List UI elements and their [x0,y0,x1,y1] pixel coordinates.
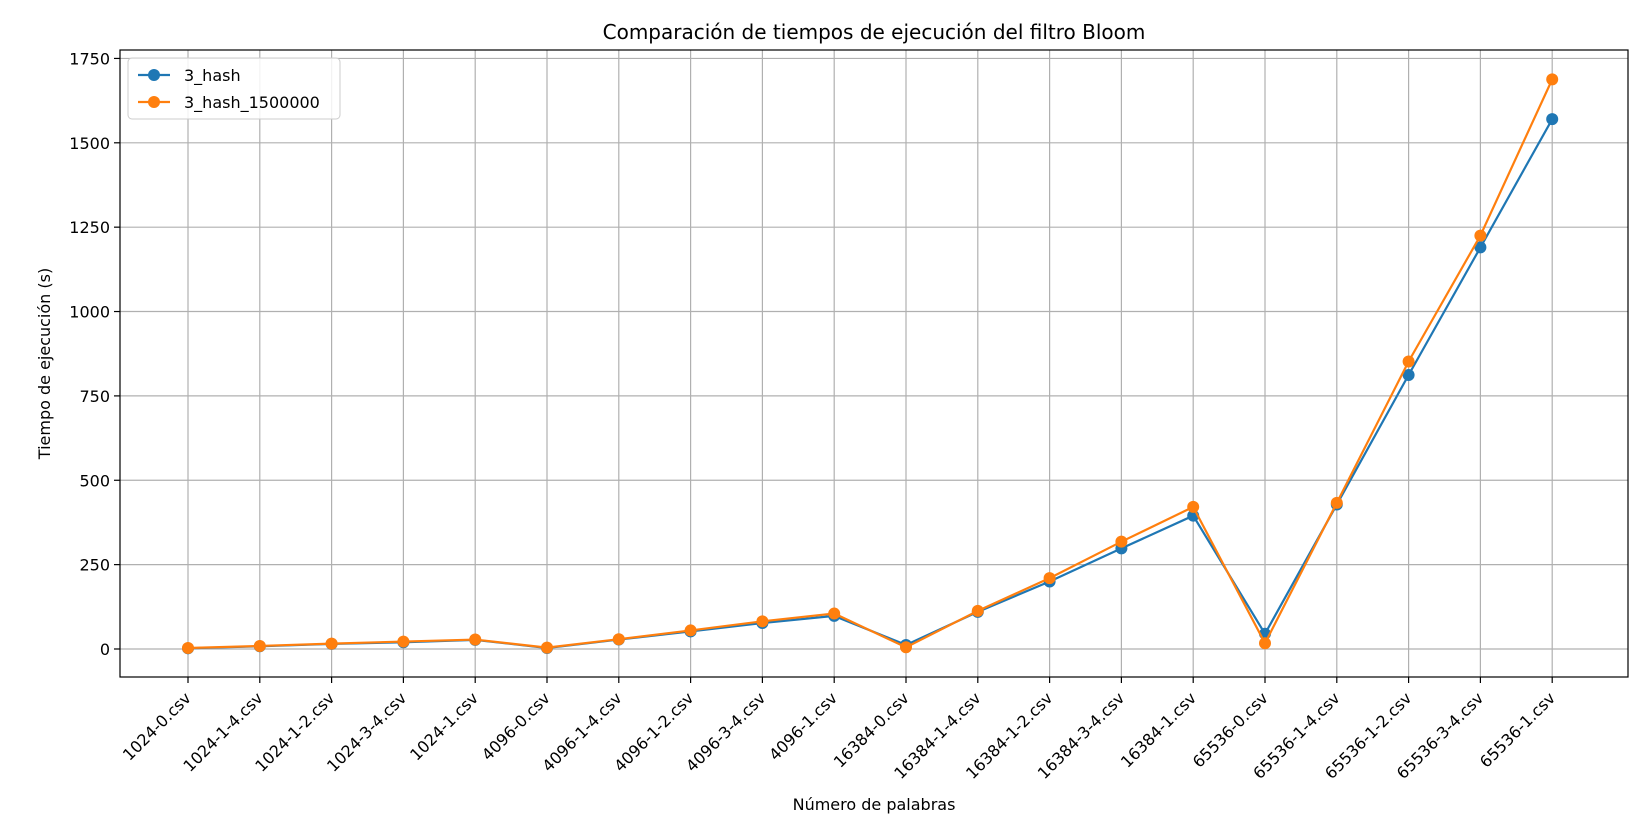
y-tick-label: 1250 [69,218,110,237]
x-tick-label: 4096-0.csv [478,688,554,764]
data-point-3_hash [1402,368,1415,381]
series-line-3_hash_1500000 [187,78,1554,650]
data-point-3_hash_1500000 [1546,73,1559,86]
data-point-3_hash_1500000 [1115,535,1128,548]
x-axis: 1024-0.csv1024-1-4.csv1024-1-2.csv1024-3… [119,677,1559,783]
series-line-3_hash [187,118,1554,650]
data-point-3_hash_1500000 [756,615,769,628]
data-point-3_hash_1500000 [1330,496,1343,509]
data-point-3_hash_1500000 [1043,572,1056,585]
data-point-3_hash [1474,241,1487,254]
plot-frame [119,49,1629,678]
data-point-3_hash_1500000 [828,607,841,620]
y-tick-label: 250 [79,556,110,575]
legend-label: 3_hash [184,66,241,86]
legend-label: 3_hash_1500000 [184,93,320,113]
data-point-3_hash [1546,113,1559,126]
x-tick-label: 65536-1.csv [1476,688,1559,771]
data-point-3_hash_1500000 [684,624,697,637]
data-point-3_hash_1500000 [325,637,338,650]
y-tick-label: 750 [79,387,110,406]
data-point-3_hash_1500000 [182,641,194,654]
y-tick-label: 1500 [69,134,110,153]
chart-title: Comparación de tiempos de ejecución del … [603,20,1146,44]
y-axis-label: Tiempo de ejecución (s) [35,268,54,460]
data-point-3_hash_1500000 [1402,355,1415,368]
data-point-3_hash_1500000 [253,639,266,652]
x-tick-label: 1024-0.csv [119,688,195,764]
grid [120,50,1628,677]
x-axis-label: Número de palabras [793,795,956,814]
data-point-3_hash_1500000 [612,633,625,646]
y-tick-label: 1750 [69,49,110,68]
legend-marker [148,96,160,108]
data-point-3_hash_1500000 [469,633,482,646]
y-tick-label: 1000 [69,303,110,322]
data-point-3_hash_1500000 [1187,500,1200,513]
series-layer [182,73,1559,655]
data-point-3_hash_1500000 [1259,637,1271,650]
x-tick-label: 4096-1.csv [765,688,841,764]
data-point-3_hash_1500000 [971,604,984,617]
legend: 3_hash 3_hash_1500000 [127,57,341,120]
data-point-3_hash_1500000 [900,641,912,654]
y-axis: 0 250 500 750 1000 1250 1500 1750 [69,49,120,659]
x-tick-label: 1024-1.csv [406,688,482,764]
y-tick-label: 0 [100,640,110,659]
data-point-3_hash_1500000 [397,635,410,648]
legend-box [127,57,341,120]
data-point-3_hash_1500000 [541,641,553,654]
legend-marker [148,69,160,81]
x-tick-label: 16384-1.csv [1117,688,1200,771]
y-tick-label: 500 [79,471,110,490]
data-point-3_hash_1500000 [1474,229,1487,242]
